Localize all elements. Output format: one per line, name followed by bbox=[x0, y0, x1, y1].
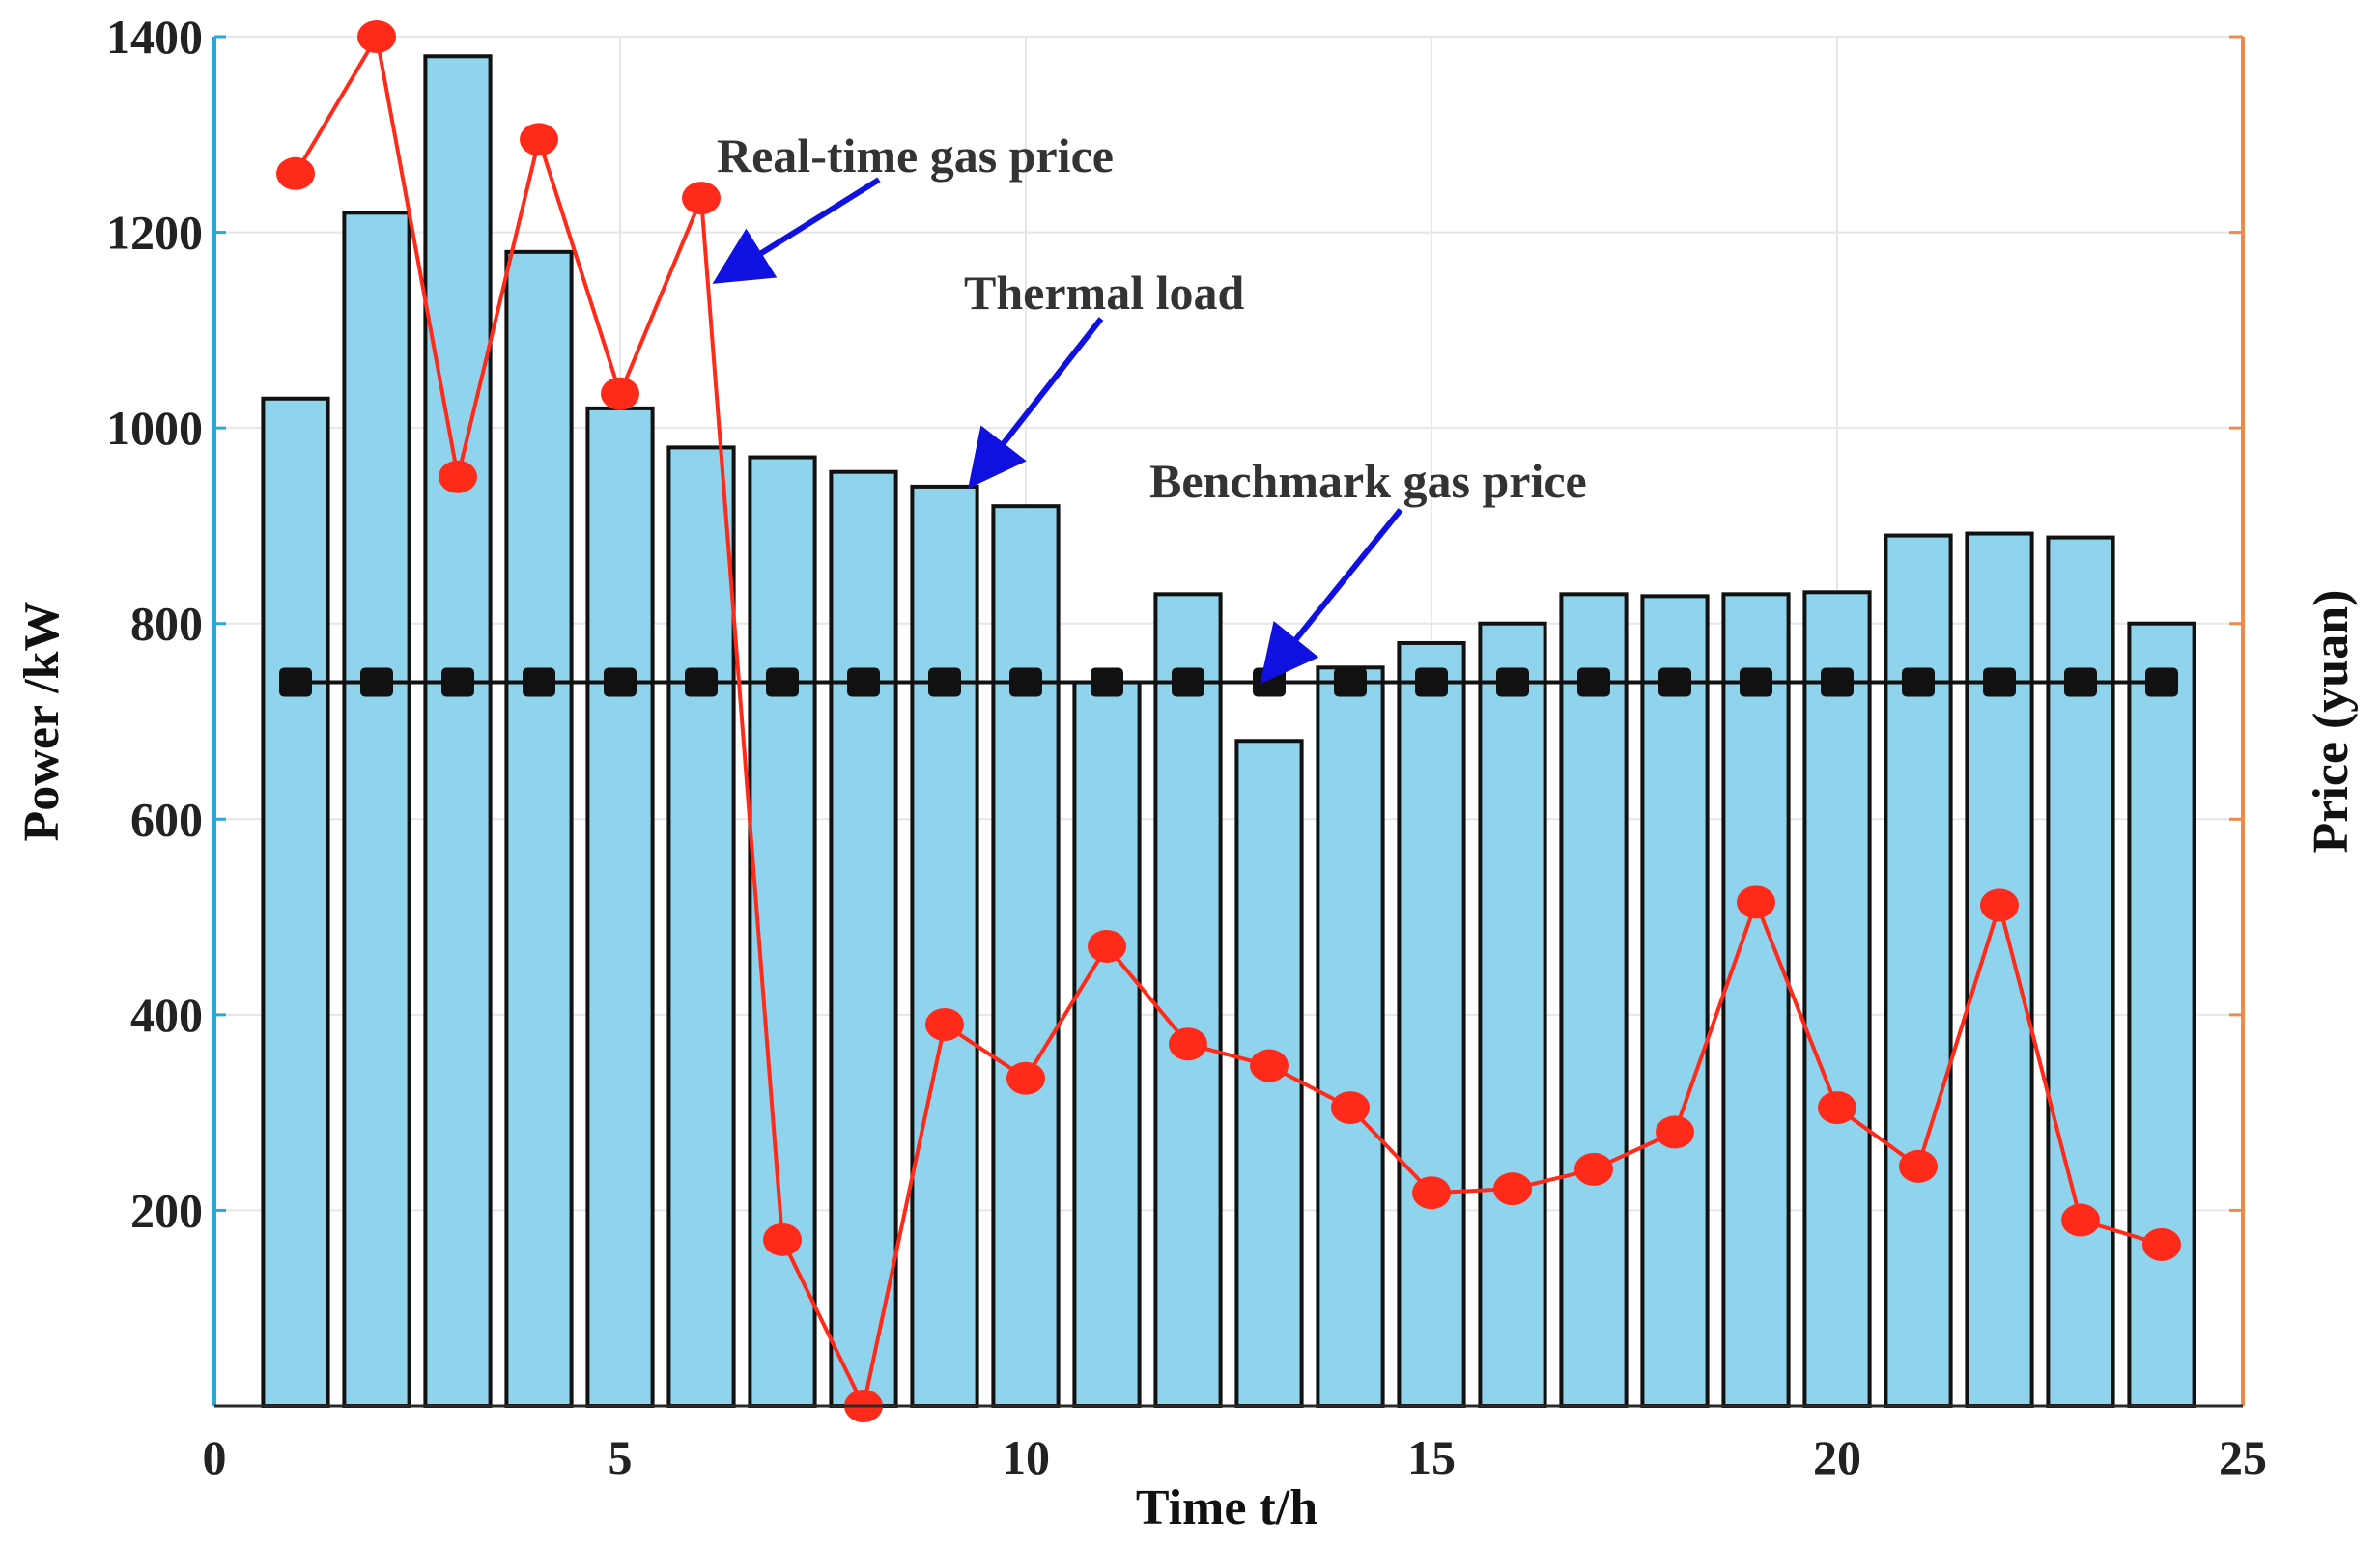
benchmark-point-1 bbox=[279, 667, 312, 697]
annotation-2-arrow bbox=[1260, 508, 1403, 685]
y-tick-label-600: 600 bbox=[130, 792, 203, 846]
annotation-1-arrow bbox=[968, 317, 1104, 490]
bar-hour-21 bbox=[1884, 533, 1953, 1408]
annotation-0-arrow bbox=[712, 177, 881, 284]
y-tick-label-400: 400 bbox=[130, 988, 203, 1042]
x-axis-title: Time t/h bbox=[1136, 1480, 1318, 1535]
y-tick-label-1200: 1200 bbox=[106, 206, 203, 260]
benchmark-point-3 bbox=[441, 667, 474, 697]
annotation-2-label: Benchmark gas price bbox=[1149, 454, 1587, 508]
bar-hour-19 bbox=[1721, 592, 1791, 1408]
benchmark-point-9 bbox=[928, 667, 961, 697]
price-point-15 bbox=[1412, 1176, 1451, 1210]
benchmark-point-10 bbox=[1009, 667, 1042, 697]
bar-hour-2 bbox=[342, 211, 411, 1408]
annotation-0-label: Real-time gas price bbox=[717, 128, 1114, 183]
bar-hour-5 bbox=[585, 406, 655, 1408]
line-series-benchmark-gas-price bbox=[279, 667, 2178, 697]
axes bbox=[212, 35, 2245, 1408]
line-series-real-time-gas-price bbox=[276, 20, 2181, 1422]
y2-axis-title: Price (yuan) bbox=[2304, 590, 2359, 854]
benchmark-point-14 bbox=[1334, 667, 1367, 697]
bar-hour-17 bbox=[1559, 592, 1629, 1408]
benchmark-point-18 bbox=[1658, 667, 1691, 697]
y-tick-label-200: 200 bbox=[130, 1183, 203, 1237]
price-point-4 bbox=[520, 123, 558, 156]
price-point-6 bbox=[682, 182, 721, 215]
bar-hour-18 bbox=[1640, 594, 1710, 1408]
price-point-23 bbox=[2061, 1203, 2100, 1237]
price-point-5 bbox=[601, 377, 639, 410]
x-tick-label-15: 15 bbox=[1407, 1430, 1456, 1484]
benchmark-point-8 bbox=[847, 667, 880, 697]
annotation-1-label: Thermal load bbox=[964, 266, 1244, 320]
price-point-10 bbox=[1006, 1061, 1045, 1095]
bar-hour-14 bbox=[1316, 665, 1385, 1408]
bar-hour-22 bbox=[1965, 531, 2034, 1408]
x-tick-label-5: 5 bbox=[609, 1430, 633, 1484]
benchmark-point-13 bbox=[1253, 667, 1286, 697]
benchmark-point-12 bbox=[1172, 667, 1204, 697]
price-point-1 bbox=[276, 156, 315, 190]
bar-hour-6 bbox=[666, 445, 736, 1408]
price-point-11 bbox=[1088, 929, 1126, 963]
benchmark-point-15 bbox=[1415, 667, 1448, 697]
x-tick-label-10: 10 bbox=[1002, 1430, 1050, 1484]
price-point-19 bbox=[1737, 885, 1775, 919]
benchmark-point-20 bbox=[1821, 667, 1854, 697]
y-tick-labels: 200 400 600 800 1000 1200 1400 bbox=[106, 10, 203, 1237]
bar-hour-10 bbox=[991, 504, 1061, 1408]
bar-hour-12 bbox=[1153, 592, 1223, 1408]
price-point-12 bbox=[1169, 1027, 1207, 1061]
benchmark-point-7 bbox=[766, 667, 799, 697]
y-tick-label-1400: 1400 bbox=[106, 10, 203, 64]
bar-hour-16 bbox=[1478, 621, 1547, 1408]
price-point-7 bbox=[763, 1223, 802, 1256]
bar-hour-1 bbox=[261, 396, 330, 1408]
price-point-13 bbox=[1250, 1049, 1289, 1082]
price-point-2 bbox=[357, 20, 396, 53]
bar-hour-24 bbox=[2127, 621, 2196, 1408]
benchmark-point-23 bbox=[2064, 667, 2097, 697]
y-tick-label-800: 800 bbox=[130, 597, 203, 651]
benchmark-point-24 bbox=[2145, 667, 2178, 697]
x-tick-labels: 0 5 10 15 20 25 bbox=[203, 1430, 2268, 1484]
bar-hour-8 bbox=[829, 469, 898, 1408]
y-tick-label-1000: 1000 bbox=[106, 401, 203, 455]
x-tick-label-20: 20 bbox=[1813, 1430, 1861, 1484]
benchmark-point-17 bbox=[1577, 667, 1610, 697]
benchmark-point-21 bbox=[1902, 667, 1935, 697]
bar-hour-11 bbox=[1072, 680, 1142, 1408]
price-point-14 bbox=[1331, 1091, 1370, 1125]
benchmark-point-16 bbox=[1496, 667, 1529, 697]
benchmark-point-11 bbox=[1091, 667, 1123, 697]
benchmark-point-4 bbox=[523, 667, 555, 697]
bar-hour-9 bbox=[910, 484, 979, 1408]
benchmark-point-22 bbox=[1983, 667, 2016, 697]
price-point-9 bbox=[925, 1007, 964, 1041]
bar-series-thermal-load bbox=[261, 54, 2196, 1408]
price-point-21 bbox=[1899, 1149, 1938, 1183]
x-tick-label-25: 25 bbox=[2219, 1430, 2267, 1484]
y-axis-title: Power /kW bbox=[14, 602, 70, 842]
benchmark-point-5 bbox=[604, 667, 637, 697]
price-point-22 bbox=[1980, 888, 2019, 922]
price-point-3 bbox=[439, 460, 477, 493]
bar-hour-15 bbox=[1397, 640, 1466, 1408]
benchmark-point-2 bbox=[360, 667, 393, 697]
bar-hour-20 bbox=[1802, 590, 1872, 1408]
x-tick-label-0: 0 bbox=[203, 1430, 227, 1484]
price-point-16 bbox=[1493, 1172, 1532, 1206]
benchmark-point-19 bbox=[1740, 667, 1772, 697]
bar-hour-3 bbox=[423, 54, 493, 1408]
benchmark-point-6 bbox=[685, 667, 718, 697]
price-point-17 bbox=[1574, 1152, 1613, 1186]
annotations: Real-time gas price Thermal load Benchmark… bbox=[712, 128, 1587, 685]
bar-hour-4 bbox=[504, 249, 574, 1408]
price-point-18 bbox=[1656, 1115, 1694, 1149]
price-point-20 bbox=[1818, 1091, 1856, 1125]
price-point-24 bbox=[2142, 1227, 2181, 1261]
